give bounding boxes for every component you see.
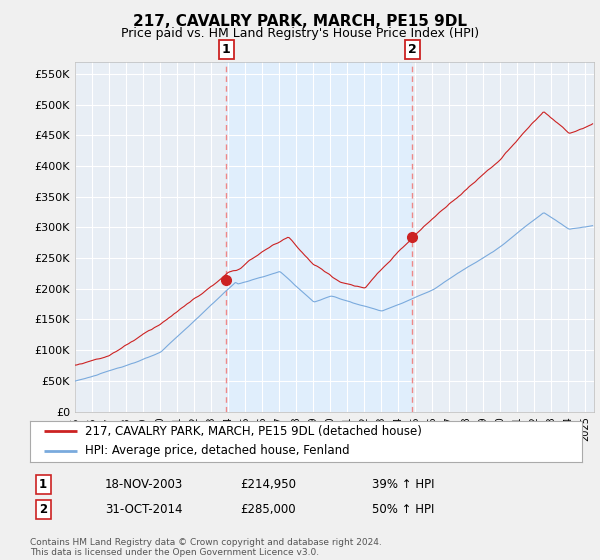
Text: 31-OCT-2014: 31-OCT-2014 [105, 503, 182, 516]
Text: 2: 2 [408, 43, 417, 57]
Text: 1: 1 [39, 478, 47, 491]
Text: Price paid vs. HM Land Registry's House Price Index (HPI): Price paid vs. HM Land Registry's House … [121, 27, 479, 40]
Text: 217, CAVALRY PARK, MARCH, PE15 9DL: 217, CAVALRY PARK, MARCH, PE15 9DL [133, 14, 467, 29]
Text: 1: 1 [222, 43, 230, 57]
Text: HPI: Average price, detached house, Fenland: HPI: Average price, detached house, Fenl… [85, 444, 350, 457]
Text: Contains HM Land Registry data © Crown copyright and database right 2024.
This d: Contains HM Land Registry data © Crown c… [30, 538, 382, 557]
Bar [226, 62, 412, 412]
Text: 18-NOV-2003: 18-NOV-2003 [105, 478, 183, 491]
Text: 39% ↑ HPI: 39% ↑ HPI [372, 478, 434, 491]
Text: 2: 2 [39, 503, 47, 516]
Text: 217, CAVALRY PARK, MARCH, PE15 9DL (detached house): 217, CAVALRY PARK, MARCH, PE15 9DL (deta… [85, 425, 422, 438]
Text: £214,950: £214,950 [240, 478, 296, 491]
Text: 50% ↑ HPI: 50% ↑ HPI [372, 503, 434, 516]
Text: £285,000: £285,000 [240, 503, 296, 516]
